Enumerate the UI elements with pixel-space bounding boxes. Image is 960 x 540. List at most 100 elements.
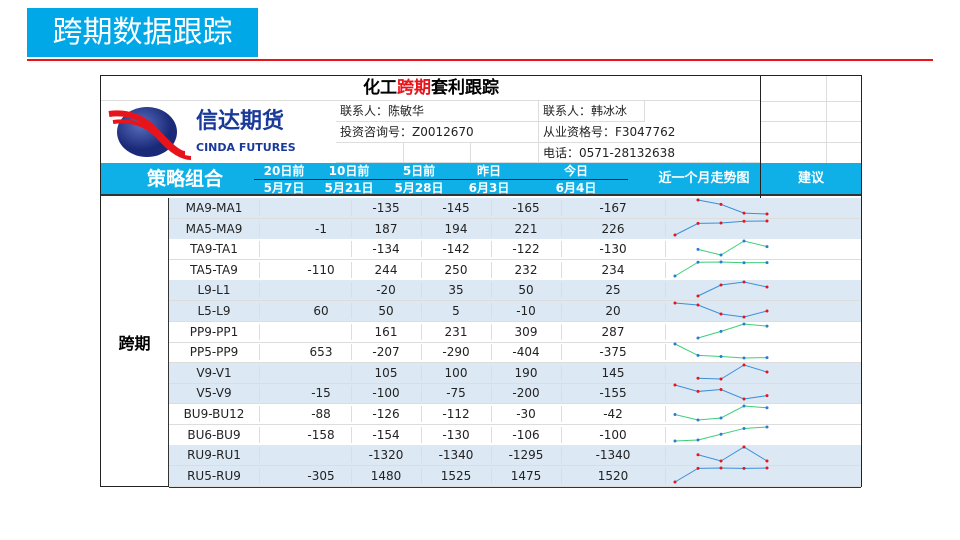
title-highlight: 跨期 (397, 78, 431, 98)
table-row: V5-V9 -15 -100 -75 -200 -155 (169, 383, 861, 405)
divider (761, 142, 861, 143)
sparkline-point (765, 285, 769, 289)
value-cell: 105 (351, 364, 422, 381)
sparkline-point (696, 303, 700, 307)
header-col-top: 今日 (563, 164, 588, 178)
advisory-number: 投资咨询号：Z0012670 (336, 122, 539, 143)
spread-name: RU5-RU9 (169, 467, 260, 484)
spread-name: MA5-MA9 (169, 220, 260, 237)
value-cell: 653 (291, 344, 352, 361)
sparkline-line (674, 261, 768, 277)
value-cell: 194 (421, 220, 492, 237)
advice-cell[interactable] (761, 239, 861, 282)
value-cell: 145 (561, 364, 666, 381)
sparkline-point (719, 377, 723, 381)
sparkline (673, 342, 769, 360)
sparkline-point (696, 198, 700, 202)
value-cell: -134 (351, 241, 422, 258)
divider (761, 121, 861, 122)
value-cell: 20 (561, 303, 666, 319)
value-cell: -20 (351, 282, 422, 299)
sparkline (673, 260, 769, 278)
sparkline-point (765, 356, 769, 360)
value-cell: -88 (291, 406, 352, 422)
spread-name: TA5-TA9 (169, 261, 260, 278)
value-cell: 232 (491, 261, 562, 278)
header-col-date: 5月7日 (263, 181, 305, 195)
value-cell: -130 (561, 241, 666, 258)
title-prefix: 化工 (363, 78, 397, 98)
sparkline (696, 239, 769, 257)
value-cell: 250 (421, 261, 492, 278)
sparkline-point (696, 376, 700, 380)
value-cell: -126 (351, 406, 422, 422)
spread-name: V5-V9 (169, 385, 260, 402)
table-row: PP9-PP1 161 231 309 287 (169, 322, 861, 343)
sparkline-point (719, 388, 723, 392)
value-cell: -145 (421, 200, 492, 216)
sparkline-point (696, 336, 700, 340)
header-advice: 建议 (797, 171, 824, 186)
header-strategy: 策略组合 (146, 168, 223, 190)
sparkline-point (765, 466, 769, 470)
value-cell: 1480 (351, 467, 422, 484)
header-trend: 近一个月走势图 (658, 171, 750, 186)
value-cell: -10 (491, 303, 562, 319)
sparkline-point (696, 294, 700, 298)
value-cell: 50 (491, 282, 562, 299)
table-row: L9-L1 -20 35 50 25 (169, 280, 861, 302)
value-cell: -106 (491, 426, 562, 443)
sparkline-point (742, 466, 746, 470)
value-cell: -165 (491, 200, 562, 216)
value-cell: -1 (291, 220, 352, 237)
sparkline-point (673, 301, 677, 305)
sparkline-point (742, 363, 746, 367)
spread-name: RU9-RU1 (169, 447, 260, 464)
table-title: 化工跨期套利跟踪 (101, 76, 761, 101)
value-cell: 187 (351, 220, 422, 237)
sparkline-point (719, 260, 723, 264)
value-cell: 190 (491, 364, 562, 381)
sparkline-point (742, 397, 746, 401)
spread-name: TA9-TA1 (169, 241, 260, 258)
sparkline (696, 280, 769, 298)
table-row: BU6-BU9 -158 -154 -130 -106 -100 (169, 425, 861, 446)
sparkline-point (696, 260, 700, 264)
value-cell: -1340 (421, 447, 492, 464)
value-cell: 60 (291, 303, 352, 319)
sparkline (673, 466, 769, 484)
sparkline (673, 219, 769, 237)
sparkline (673, 425, 769, 443)
logo-text-en: CINDA FUTURES (196, 141, 296, 154)
sparkline-point (765, 324, 769, 328)
value-cell: -75 (421, 385, 492, 402)
value-cell (291, 200, 352, 216)
header-divider (254, 179, 628, 180)
value-cell: -110 (291, 261, 352, 278)
group-block (169, 445, 861, 489)
sparkline-line (697, 323, 768, 339)
table-row: BU9-BU12 -88 -126 -112 -30 -42 (169, 404, 861, 425)
header-row: 策略组合 20日前 5月7日 10日前 5月21日 5日前 5月28日 昨日 6月3日 今日 6月… (101, 163, 861, 196)
divider (761, 101, 861, 102)
table-row: PP5-PP9 653 -207 -290 -404 -375 (169, 342, 861, 364)
sparkline-point (719, 432, 723, 436)
sparkline-point (765, 245, 769, 249)
advice-cell[interactable] (761, 445, 861, 488)
divider (826, 76, 827, 163)
header-col-date: 6月4日 (555, 181, 597, 195)
sparkline-point (719, 355, 723, 359)
sparkline-point (696, 418, 700, 422)
advice-cell[interactable] (761, 362, 861, 405)
empty-cell (471, 143, 539, 163)
header-col-date: 5月21日 (324, 181, 374, 195)
value-cell: -375 (561, 344, 666, 361)
sparkline (673, 301, 769, 319)
sparkline-line (697, 364, 768, 380)
value-cell (291, 447, 352, 464)
value-cell: -100 (351, 385, 422, 402)
sparkline (696, 363, 769, 381)
sparkline-point (719, 221, 723, 225)
sparkline-line (697, 281, 768, 297)
value-cell: -122 (491, 241, 562, 258)
